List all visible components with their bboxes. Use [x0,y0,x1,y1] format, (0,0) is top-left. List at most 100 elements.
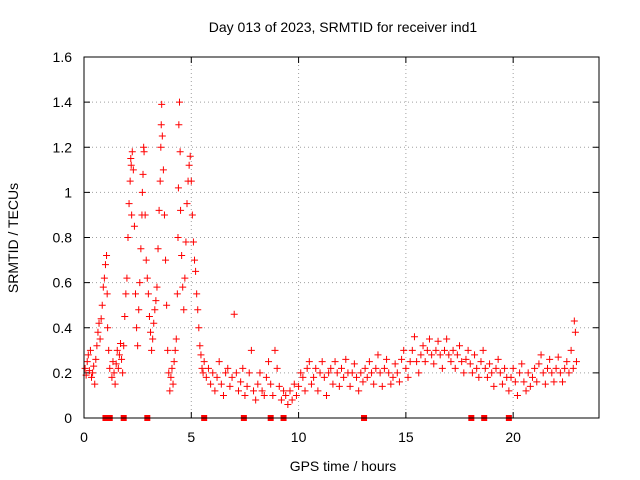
data-point [199,369,207,377]
data-point [127,155,135,163]
data-point [535,360,543,368]
data-point [419,342,427,350]
data-point [404,373,412,381]
data-point [140,148,148,156]
data-point [89,369,97,377]
data-point [94,328,102,336]
data-point [286,387,294,395]
data-point [340,373,348,381]
data-point [559,378,567,386]
data-point [400,346,408,354]
data-point [193,290,201,298]
data-point [148,346,156,354]
data-point [376,369,384,377]
data-point [195,324,203,332]
data-point [398,355,406,363]
data-point [269,391,277,399]
data-point [533,378,541,386]
data-point [129,166,137,174]
data-point [361,364,369,372]
data-point [147,328,155,336]
data-point [552,364,560,372]
data-point [252,396,260,404]
data-point [368,369,376,377]
data-point [468,369,476,377]
data-point [92,355,100,363]
data-point [108,373,116,381]
data-point [378,382,386,390]
data-point [155,206,163,214]
data-point [350,360,358,368]
data-point [312,364,320,372]
data-point [119,369,127,377]
data-point [179,283,187,291]
data-point [359,378,367,386]
data-point [158,132,166,140]
data-point [449,346,457,354]
data-point [295,382,303,390]
data-point [421,358,429,366]
data-point [178,252,186,260]
data-point [288,396,296,404]
data-point [346,382,354,390]
data-point [561,364,569,372]
data-point [565,369,573,377]
data-point [150,319,158,327]
data-point [196,342,204,350]
data-point [98,301,106,309]
data-point [165,369,173,377]
data-point [112,360,120,368]
data-point [204,364,212,372]
data-point [329,380,337,388]
data-point [436,351,444,359]
data-point [338,364,345,372]
x-tick-label: 15 [398,429,414,445]
data-point [171,346,179,354]
data-point [194,306,202,314]
data-point [492,364,500,372]
data-point [90,362,98,370]
data-point [333,369,341,377]
data-point [481,364,489,372]
data-point [122,290,130,298]
data-point [187,177,195,185]
data-point [477,358,485,366]
data-point [393,369,401,377]
data-points [81,98,580,408]
data-point [539,369,547,377]
data-point [479,346,487,354]
data-point [370,380,378,388]
data-point [488,369,496,377]
data-point [169,380,177,388]
data-point [95,319,103,327]
data-point [262,373,270,381]
data-point [389,373,397,381]
data-point [145,312,153,320]
x-tick-label: 10 [291,429,307,445]
data-point [189,238,197,246]
data-point [267,380,275,388]
data-point [460,369,468,377]
y-tick-label: 0.8 [53,230,73,246]
data-point [125,200,133,208]
data-point [383,355,391,363]
gridlines [84,57,599,418]
data-point [83,358,91,366]
data-point [191,256,199,264]
data-point [123,274,131,282]
data-point [299,373,307,381]
data-point [235,387,242,395]
y-tick-label: 0 [64,410,72,426]
data-point [550,378,558,386]
data-point [103,290,111,298]
data-point [310,373,318,381]
data-point [365,358,373,366]
data-point [301,387,309,395]
data-point [110,369,118,377]
data-point [570,317,578,325]
data-point [290,380,298,388]
data-point [247,346,255,354]
data-point [417,351,425,359]
data-point [124,234,132,241]
